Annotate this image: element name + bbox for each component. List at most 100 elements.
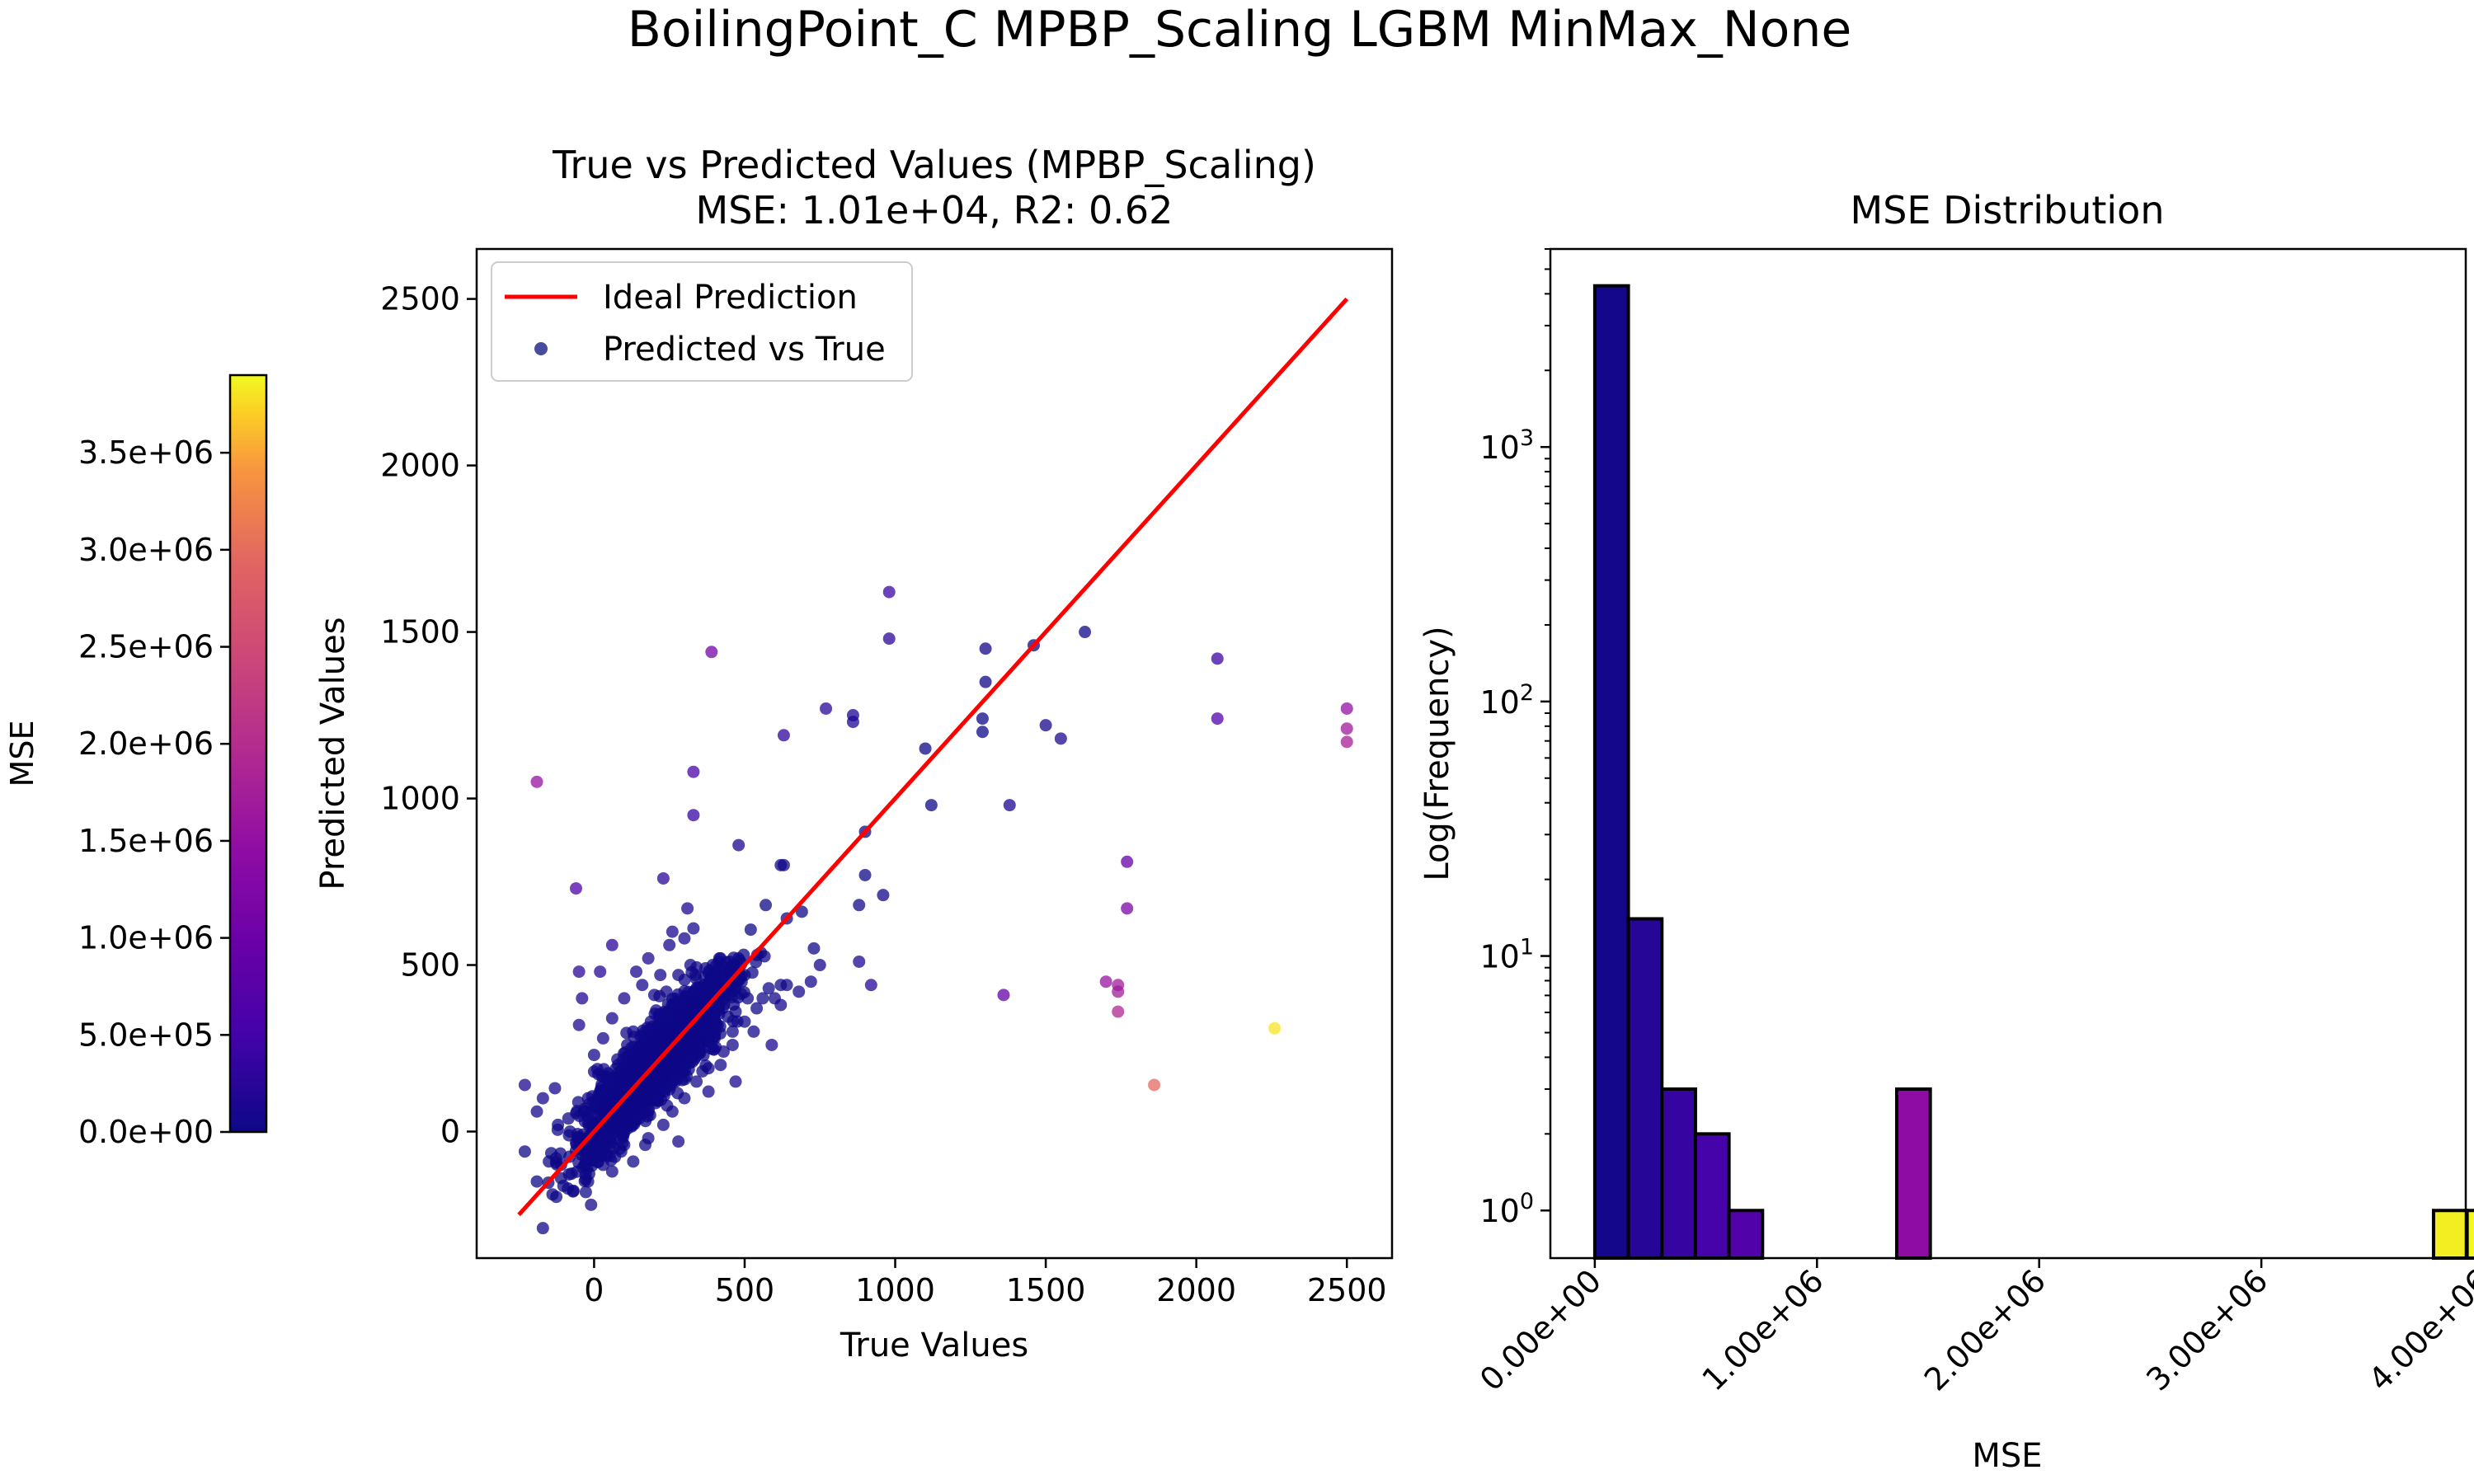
scatter-point — [641, 1021, 654, 1035]
scatter-y-tick-label: 500 — [400, 947, 460, 984]
scatter-point — [858, 868, 872, 881]
scatter-point — [633, 1111, 646, 1125]
ideal-prediction-line — [517, 297, 1349, 1217]
histogram-y-tick-label: 102 — [1479, 680, 1534, 721]
scatter-point — [756, 992, 769, 1005]
scatter-point — [1148, 1078, 1161, 1092]
histogram-y-tick-label: 103 — [1479, 425, 1534, 466]
scatter-point — [530, 1105, 543, 1118]
scatter-point — [666, 1105, 679, 1118]
scatter-point — [666, 925, 679, 938]
scatter-point — [793, 985, 806, 998]
scatter-point — [687, 765, 700, 778]
scatter-point — [660, 1082, 673, 1095]
scatter-point — [660, 1028, 673, 1041]
scatter-point — [587, 1065, 600, 1078]
histogram-xlabel: MSE — [1972, 1437, 2042, 1475]
histogram-x-tick-label: 4.00e+06 — [2362, 1262, 2474, 1397]
scatter-point — [708, 1031, 721, 1045]
scatter-point — [681, 902, 694, 915]
scatter-point — [804, 975, 817, 989]
scatter-point — [765, 1038, 778, 1051]
scatter-point — [1340, 735, 1353, 749]
colorbar-tick-label: 3.5e+06 — [78, 434, 214, 471]
scatter-point — [976, 726, 989, 739]
histogram-bar — [1895, 1087, 1932, 1261]
scatter-y-ticks: 0 500 1000 1500 2000 2500 — [380, 281, 477, 1149]
scatter-point — [726, 1025, 739, 1038]
scatter-point — [669, 1075, 682, 1088]
scatter-point — [660, 985, 673, 998]
scatter-point — [563, 1125, 576, 1138]
scatter-point — [813, 959, 826, 972]
scatter-point — [877, 889, 890, 902]
scatter-point — [702, 1085, 715, 1098]
scatter-point — [647, 1045, 661, 1059]
scatter-point — [578, 1158, 591, 1172]
histogram-x-ticks: 0.00e+00 1.00e+06 2.00e+06 3.00e+06 4.00e+06 — [1473, 1258, 2474, 1397]
scatter-point — [603, 1075, 616, 1088]
scatter-point — [562, 1112, 575, 1125]
scatter-point — [656, 871, 670, 885]
scatter-point — [633, 1095, 646, 1108]
scatter-point — [678, 1059, 691, 1072]
scatter-point — [656, 1065, 670, 1078]
scatter-point — [693, 989, 706, 1002]
scatter-point — [846, 716, 859, 729]
scatter-point — [626, 1055, 639, 1068]
histogram-x-tick-label: 2.00e+06 — [1917, 1262, 2053, 1397]
scatter-point — [554, 1172, 567, 1185]
scatter-point — [627, 1025, 640, 1038]
scatter-point — [777, 729, 790, 742]
histogram-bar — [1592, 284, 1630, 1261]
scatter-point — [687, 922, 700, 935]
scatter-point — [750, 1002, 764, 1015]
scatter-x-tick-label: 1000 — [855, 1272, 935, 1308]
scatter-point — [647, 989, 661, 1002]
colorbar-tick-label: 2.5e+06 — [78, 629, 214, 665]
scatter-point — [882, 632, 896, 646]
scatter-point — [645, 1082, 658, 1095]
histogram-x-tick-label: 1.00e+06 — [1695, 1262, 1830, 1397]
scatter-point — [684, 1028, 697, 1041]
scatter-x-tick-label: 0 — [584, 1272, 604, 1308]
scatter-point — [578, 1105, 591, 1118]
scatter-point — [1054, 732, 1067, 745]
scatter-point — [605, 938, 618, 951]
histogram-axes-frame — [1549, 247, 2467, 1260]
scatter-point — [594, 965, 607, 979]
scatter-point — [596, 1158, 609, 1172]
scatter-point — [536, 1092, 549, 1105]
histogram-title: MSE Distribution — [1851, 188, 2165, 232]
scatter-point — [636, 979, 649, 992]
scatter-point — [924, 799, 938, 812]
scatter-point — [666, 1052, 679, 1065]
scatter-point — [548, 1082, 562, 1095]
scatter-point — [587, 1049, 600, 1062]
scatter-point — [699, 962, 712, 975]
scatter-point — [777, 858, 790, 871]
scatter-point — [707, 1043, 720, 1056]
histogram-ylabel: Log(Frequency) — [1418, 626, 1456, 881]
scatter-x-tick-label: 2000 — [1156, 1272, 1236, 1308]
scatter-point — [605, 1089, 618, 1102]
scatter-point — [976, 712, 989, 726]
scatter-point — [543, 1155, 556, 1168]
scatter-point — [642, 1105, 655, 1118]
scatter-point — [672, 1135, 685, 1148]
scatter-point — [590, 1135, 604, 1148]
scatter-point — [530, 1175, 543, 1188]
scatter-point — [569, 882, 582, 895]
legend-box — [491, 261, 913, 382]
scatter-point — [762, 982, 775, 995]
scatter-point — [1112, 985, 1125, 998]
scatter-point — [638, 1059, 651, 1072]
legend-predicted-label: Predicted vs True — [603, 331, 886, 369]
scatter-point — [1039, 719, 1052, 732]
scatter-point — [774, 998, 788, 1012]
scatter-y-tick-label: 2500 — [380, 281, 460, 317]
scatter-point — [623, 1118, 637, 1131]
scatter-point — [853, 899, 866, 912]
histogram-bar — [1660, 1087, 1697, 1261]
scatter-point — [567, 1185, 580, 1198]
